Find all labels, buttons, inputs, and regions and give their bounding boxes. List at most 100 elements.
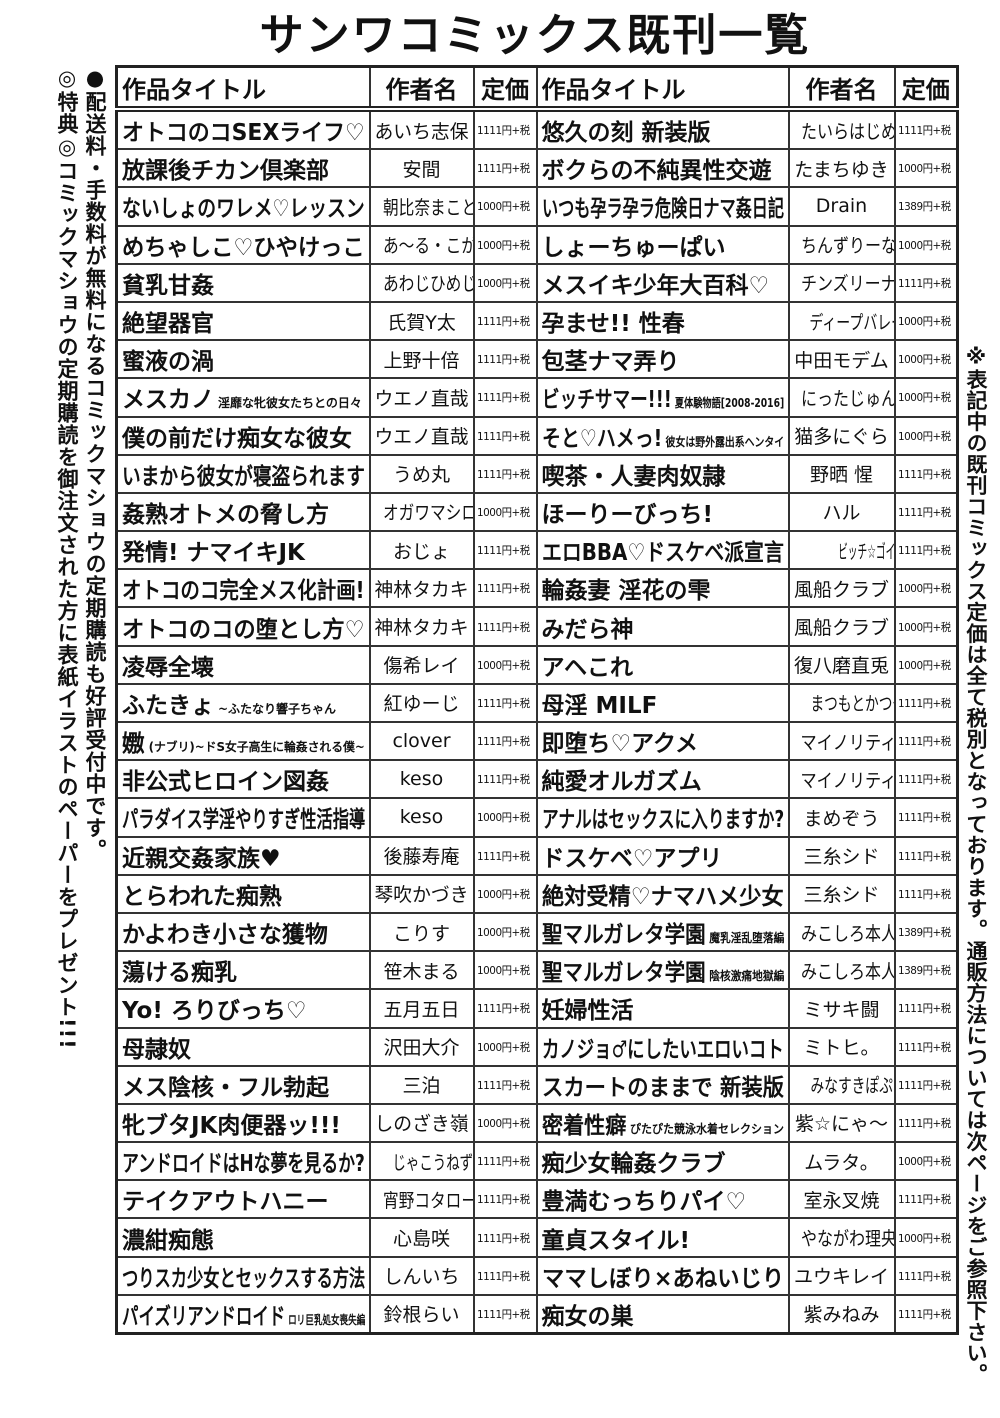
book-price: 1000円+税 (472, 491, 538, 533)
table-row: とらわれた痴熟 琴吹かづき 1000円+税 絶対受精♡ナマハメ少女 三糸シド 1111円+… (115, 873, 959, 914)
table-row: 僕の前だけ痴女な彼女 ウエノ直哉 1111円+税 そと♡ハメっ! 彼女は野外露出系ヘンタ… (115, 415, 959, 456)
book-author: 紅ゆーじ (368, 682, 475, 724)
book-title: 孕ませ!! 性春 (535, 300, 790, 342)
book-author-text: 猫多にぐら (794, 422, 889, 449)
price-note: ※表記中の既刊コミックス定価は全て税別となっております。通販方法については次ペー… (964, 345, 988, 1385)
book-author-value: こりす (392, 922, 450, 945)
book-price-value: 1111円+税 (897, 1002, 951, 1016)
book-author-text: みなすきぽぷり (810, 1071, 892, 1098)
book-price-value: 1389円+税 (897, 964, 951, 978)
header-author: 作者名 (787, 65, 896, 110)
book-price-text: 1389円+税 (898, 198, 951, 214)
book-title-value: ふたきょ (122, 692, 214, 719)
book-author: ウエノ直哉 (368, 377, 475, 418)
book-title-value: 発情! ナマイキJK (122, 540, 305, 567)
book-author: まつもとかつや (787, 682, 896, 724)
book-price-value: 1111円+税 (477, 1193, 530, 1207)
book-price-text: 1000円+税 (898, 160, 951, 176)
book-author-text: あ〜る・こが (383, 231, 472, 258)
book-title-value: 嫐 (122, 731, 145, 758)
book-author-text: 紅ゆーじ (383, 689, 459, 716)
book-price-value: 1000円+税 (897, 429, 951, 443)
book-price: 1000円+税 (472, 644, 538, 685)
book-author-text: 安間 (402, 155, 440, 182)
book-author-text: ハル (822, 498, 860, 525)
book-price: 1111円+税 (472, 1217, 538, 1258)
book-price-value: 1000円+税 (477, 200, 530, 214)
book-price: 1111円+税 (893, 682, 959, 724)
book-author-value: たいらはじめ (800, 120, 895, 143)
book-author-value: keso (399, 768, 444, 791)
book-title: 豊満むっちりパイ♡ (535, 1179, 790, 1220)
book-price-text: 1111円+税 (477, 1000, 530, 1016)
book-price-text: 1000円+税 (477, 924, 530, 940)
book-price: 1000円+税 (472, 797, 538, 838)
book-title: メスイキ少年大百科♡ (535, 262, 790, 303)
book-title: アヘこれ (535, 644, 790, 685)
book-author-text: 琴吹かづき (374, 880, 468, 907)
book-author: ハル (787, 491, 896, 533)
book-title: 密着性癖 ぴたぴた競泳水着セレクション (535, 1102, 790, 1144)
book-author-value: 室永叉焼 (803, 1189, 880, 1212)
book-title-value: 蕩ける痴乳 (122, 960, 237, 987)
book-price-text: 1111円+税 (477, 848, 530, 864)
book-price-value: 1000円+税 (897, 162, 951, 176)
book-price-text: 1111円+税 (898, 504, 951, 520)
book-price-text: 1111円+税 (477, 466, 530, 482)
book-price: 1111円+税 (893, 1179, 959, 1220)
book-author: ウエノ直哉 (368, 415, 475, 456)
book-author-value: 上野十倍 (383, 349, 460, 372)
book-author-value: ウエノ直哉 (374, 426, 469, 449)
book-price: 1111円+税 (472, 568, 538, 609)
book-price-value: 1000円+税 (897, 238, 951, 252)
book-author-text: 宵野コタロー (383, 1186, 472, 1213)
book-author-value: keso (399, 806, 444, 829)
book-author-value: 五月五日 (383, 998, 460, 1021)
book-price: 1000円+税 (893, 606, 959, 647)
book-title-text: そと♡ハメっ! 彼女は野外露出系ヘンタイ (542, 419, 784, 453)
book-title-value: 絶望器官 (122, 311, 214, 338)
book-author-value: おじょ (392, 540, 450, 563)
book-author: 安間 (368, 148, 475, 189)
book-title-value: 即堕ち♡アクメ (541, 731, 699, 758)
header-row: 作品タイトル 作者名 定価 作品タイトル 作者名 定価 (115, 65, 959, 110)
book-title-value: しょーちゅーぱい (541, 234, 726, 261)
book-title-value: 母隷奴 (122, 1036, 191, 1063)
book-author-value: 神林タカキ (374, 578, 469, 601)
book-author-value: ディープバレー (808, 311, 893, 334)
book-price-value: 1000円+税 (477, 1116, 530, 1130)
book-price-text: 1111円+税 (898, 1000, 951, 1016)
book-author-text: 後藤寿庵 (383, 842, 459, 869)
page-title: サンワコミックス既刊一覧 (259, 10, 811, 61)
book-title: 牝ブタJK肉便器ッ!!! (115, 1102, 371, 1144)
book-price-value: 1111円+税 (477, 1078, 530, 1092)
title-subtitle: 魔乳淫乱堕落編 (708, 931, 784, 946)
book-title-value: 濃紺痴態 (122, 1227, 214, 1254)
book-author: 後藤寿庵 (368, 835, 475, 876)
book-title: ほーりーびっち! (535, 491, 790, 533)
table-row: メスカノ 淫靡な牝彼女たちとの日々 ウエノ直哉 1111円+税 ビッチサマー!!! 夏体験… (115, 377, 959, 418)
book-title-value: 聖マルガレタ学園 (541, 960, 706, 987)
book-author-text: こりす (393, 919, 450, 946)
book-price-value: 1111円+税 (897, 467, 951, 481)
book-price-value: 1111円+税 (897, 276, 951, 290)
book-price-text: 1111円+税 (477, 580, 530, 596)
book-title: アナルはセックスに入りますか? (535, 797, 790, 838)
book-author: にったじゅん (787, 377, 896, 418)
book-price-text: 1111円+税 (898, 275, 951, 291)
book-title-text: 僕の前だけ痴女な彼女 (122, 419, 352, 453)
book-author: ミトヒ。 (787, 1026, 896, 1067)
book-author: 沢田大介 (368, 1026, 475, 1067)
book-author-value: 紅ゆーじ (383, 693, 460, 716)
book-title-value: そと♡ハメっ! (541, 425, 662, 452)
book-price: 1000円+税 (893, 568, 959, 609)
book-author-value: みこしろ本人 (800, 960, 895, 983)
book-price-value: 1111円+税 (897, 505, 951, 519)
book-author-text: 神林タカキ (374, 613, 468, 640)
book-price-value: 1000円+税 (897, 620, 951, 634)
book-price: 1111円+税 (893, 107, 959, 151)
book-title-value: 姦熟オトメの脅し方 (122, 501, 329, 528)
table-row: 蕩ける痴乳 笹木まる 1000円+税 聖マルガレタ学園 陰核激痛地獄編 みこしろ本人 138… (115, 950, 959, 991)
book-title: 輪姦妻 淫花の雫 (535, 568, 790, 609)
book-title: 姦熟オトメの脅し方 (115, 491, 371, 533)
